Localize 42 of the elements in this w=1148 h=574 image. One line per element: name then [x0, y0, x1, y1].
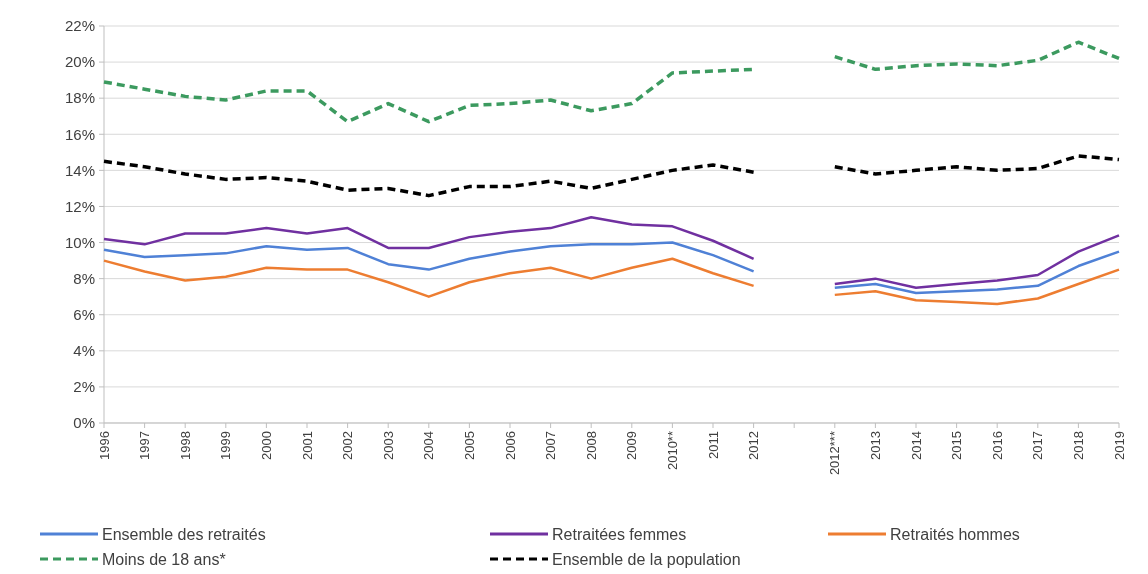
- y-tick-label: 18%: [64, 89, 95, 107]
- x-tick-label: 2003: [380, 431, 396, 460]
- x-tick-label: 2015: [949, 431, 965, 460]
- x-tick-label: 2013: [867, 431, 883, 460]
- y-tick-label: 4%: [73, 342, 95, 360]
- legend-label: Ensemble des retraités: [102, 525, 266, 543]
- x-tick-label: 2001: [299, 431, 315, 460]
- x-tick-label: 2007: [543, 431, 559, 460]
- x-tick-label: 2012***: [827, 431, 843, 476]
- y-tick-label: 14%: [64, 161, 95, 179]
- x-tick-label: 2011: [705, 431, 721, 459]
- legend-label: Retraités hommes: [890, 525, 1020, 543]
- x-tick-label: 1997: [137, 431, 153, 460]
- x-tick-label: 2012: [746, 431, 762, 460]
- x-tick-label: 2004: [421, 431, 437, 460]
- x-tick-label: 2017: [1030, 431, 1046, 460]
- y-tick-label: 8%: [73, 269, 95, 287]
- x-tick-label: 1998: [177, 431, 193, 460]
- y-tick-label: 10%: [64, 233, 95, 251]
- x-tick-label: 2006: [502, 431, 518, 460]
- x-tick-label: 1996: [96, 431, 112, 460]
- x-tick-label: 1999: [218, 431, 234, 460]
- x-tick-label: 2005: [461, 431, 477, 460]
- y-tick-label: 2%: [73, 378, 95, 396]
- y-tick-label: 20%: [64, 53, 95, 71]
- x-tick-label: 2018: [1070, 431, 1086, 460]
- x-tick-label: 2014: [908, 431, 924, 460]
- y-tick-label: 16%: [64, 125, 95, 143]
- x-tick-label: 2010**: [664, 431, 680, 471]
- x-tick-label: 2008: [583, 431, 599, 460]
- x-tick-label: 2019: [1111, 431, 1127, 460]
- y-tick-label: 22%: [64, 17, 95, 35]
- x-tick-label: 2000: [258, 431, 274, 460]
- y-tick-label: 12%: [64, 197, 95, 215]
- x-tick-label: 2009: [624, 431, 640, 460]
- y-tick-label: 0%: [73, 414, 95, 432]
- legend-label: Retraitées femmes: [552, 525, 687, 543]
- x-tick-label: 2016: [989, 431, 1005, 460]
- legend-label: Moins de 18 ans*: [102, 550, 226, 568]
- x-tick-label: 2002: [340, 431, 356, 460]
- legend-label: Ensemble de la population: [552, 550, 741, 568]
- y-tick-label: 6%: [73, 305, 95, 323]
